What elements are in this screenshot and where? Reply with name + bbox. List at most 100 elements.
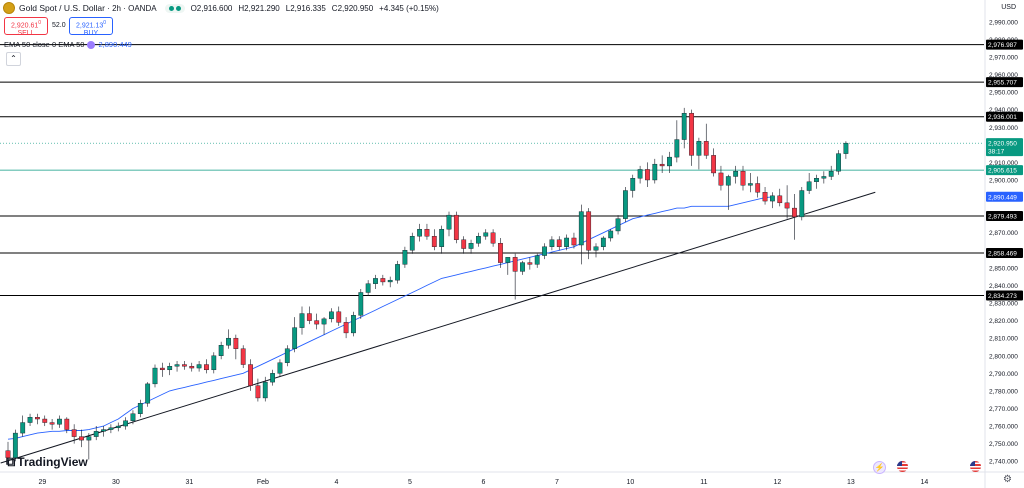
symbol-name[interactable]: Gold Spot / U.S. Dollar [19, 3, 105, 13]
y-tick-label: 2,990.000 [989, 19, 1018, 26]
tradingview-logo: ⧉ TradingView [6, 454, 88, 470]
us-flag-event-icon[interactable] [897, 461, 908, 472]
candle [12, 432, 18, 458]
candle [211, 355, 217, 371]
level-price-label: 2,936.001 [988, 114, 1017, 121]
candle [667, 156, 672, 167]
candle [145, 383, 151, 404]
ema-legend[interactable]: EMA 50 close 0 EMA 50 2,890.449 [4, 40, 132, 49]
x-tick-label: 11 [700, 479, 707, 486]
y-tick-label: 2,830.000 [989, 301, 1018, 308]
ema-line [7, 196, 773, 440]
spread-value: 52.0 [52, 22, 66, 29]
level-price-label: 2,955.707 [988, 80, 1017, 87]
y-tick-label: 2,960.000 [989, 72, 1018, 79]
candle [233, 337, 239, 349]
buy-button[interactable]: 2,921.130 BUY [69, 17, 113, 38]
candle [284, 348, 290, 363]
candle [57, 418, 62, 425]
candle [645, 169, 650, 181]
y-tick-label: 2,780.000 [989, 388, 1018, 395]
x-tick-label: 12 [774, 479, 782, 486]
level-price-label: 2,834.273 [988, 293, 1017, 300]
settings-gear-icon[interactable]: ⚙ [1003, 474, 1012, 485]
candle [292, 327, 298, 349]
candle [556, 239, 562, 247]
candle [652, 163, 658, 181]
candle [329, 311, 334, 320]
ema-legend-label: EMA 50 close 0 EMA 50 [4, 40, 85, 49]
horizontal-price-label: 2,905.615 [988, 168, 1017, 175]
candle [365, 283, 371, 293]
ohlc-close: C2,920.950 [331, 3, 374, 13]
candle [167, 366, 173, 371]
candle [483, 232, 489, 237]
ohlc-low: L2,916.335 [285, 3, 326, 13]
candle [762, 192, 768, 202]
candle [314, 320, 320, 325]
sell-button[interactable]: 2,920.610 SELL [4, 17, 48, 38]
candle [534, 255, 540, 265]
candle [248, 364, 253, 386]
candle [659, 163, 665, 167]
candle [86, 436, 92, 441]
us-flag-event-icon[interactable] [970, 461, 981, 472]
ohlc-change: +4.345 (+0.15%) [379, 3, 439, 13]
candle [351, 315, 356, 334]
candle [770, 195, 775, 202]
level-price-label: 2,858.469 [988, 250, 1017, 257]
level-price-label-bg [986, 247, 1023, 258]
candle [733, 170, 739, 177]
x-tick-label: 4 [334, 479, 338, 486]
candle [387, 279, 393, 283]
x-tick-label: 7 [555, 479, 559, 486]
candle [71, 429, 77, 437]
ema-legend-value: 2,890.449 [98, 40, 132, 49]
x-tick-label: 30 [112, 479, 120, 486]
visibility-icon[interactable] [87, 40, 96, 49]
candle [623, 190, 628, 219]
x-tick-label: 5 [408, 479, 412, 486]
candle [181, 364, 187, 367]
logo-text: TradingView [17, 455, 88, 469]
candle [424, 228, 430, 237]
axis-currency[interactable]: USD [1001, 4, 1016, 11]
candle [35, 417, 40, 420]
candle [747, 183, 753, 186]
lightning-event-icon[interactable]: ⚡ [873, 461, 886, 474]
x-tick-label: 29 [39, 479, 47, 486]
buy-price-sup: 0 [103, 20, 107, 26]
candle [64, 418, 70, 430]
candle [306, 313, 312, 321]
candle [520, 262, 525, 272]
candle [593, 246, 599, 251]
collapse-legend-button[interactable]: ⌃ [6, 52, 21, 66]
candle [446, 214, 452, 230]
candle [204, 364, 209, 371]
buy-label: BUY [83, 30, 99, 38]
candle [586, 211, 592, 251]
interval[interactable]: 2h [112, 3, 121, 13]
candle [711, 155, 717, 174]
candle [490, 232, 496, 244]
candle [615, 218, 621, 232]
y-tick-label: 2,740.000 [989, 459, 1018, 466]
candle [571, 237, 577, 246]
sell-label: SELL [17, 30, 35, 38]
candle [277, 362, 283, 374]
candle [564, 237, 570, 247]
buy-price: 2,921.13 [75, 22, 104, 30]
horizontal-price-label-bg [986, 165, 1023, 176]
candle [608, 230, 614, 239]
candle [93, 431, 99, 437]
level-price-label-bg [986, 211, 1023, 222]
market-status-icon[interactable] [164, 3, 185, 13]
candle [814, 178, 819, 182]
y-tick-label: 2,760.000 [989, 424, 1018, 431]
level-price-label-bg [986, 111, 1023, 122]
x-tick-label: 6 [481, 479, 485, 486]
sell-price-sup: 0 [38, 20, 42, 26]
candle [101, 429, 106, 432]
level-price-label: 2,976.987 [988, 42, 1017, 49]
